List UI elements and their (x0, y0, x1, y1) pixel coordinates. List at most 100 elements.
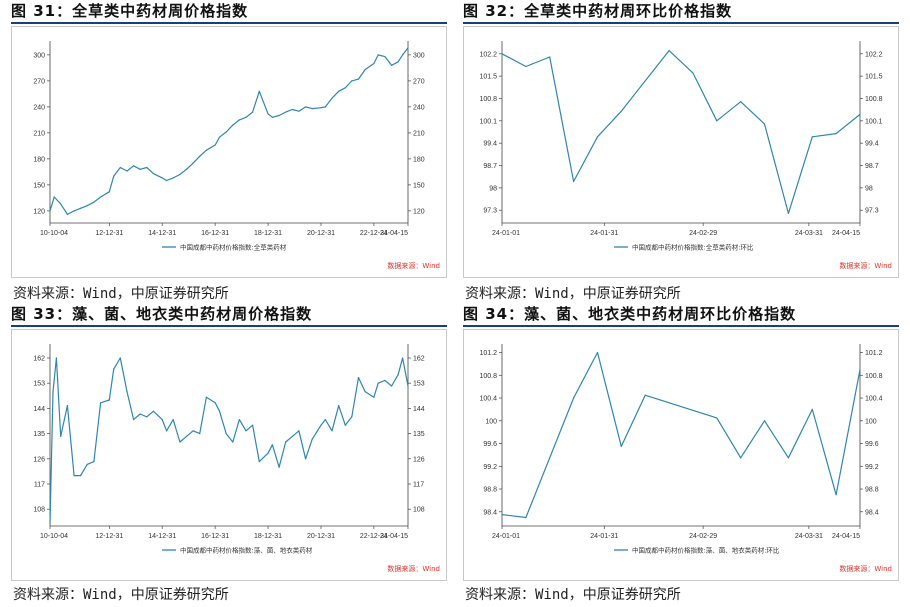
data-point (331, 430, 333, 432)
x-tick-label: 18-12-31 (254, 230, 282, 237)
data-point (113, 175, 115, 177)
data-point (218, 410, 221, 412)
x-tick-label: 22-12-31 (360, 533, 388, 540)
chart-title: 图 31：全草类中药材周价格指数 (11, 2, 249, 20)
data-point (60, 203, 62, 205)
y-tick-label-right: 153 (413, 381, 425, 388)
y-tick-label-left: 100.8 (479, 96, 497, 103)
data-point (573, 180, 575, 183)
data-point (271, 444, 273, 446)
data-point (52, 391, 54, 393)
y-tick-label-right: 101.5 (865, 74, 883, 81)
data-point (501, 514, 503, 516)
y-tick-label-left: 144 (33, 406, 45, 413)
data-point (377, 54, 379, 56)
data-point (73, 210, 75, 212)
x-tick-label: 24-03-31 (795, 230, 823, 237)
x-tick-label: 24-01-31 (590, 533, 618, 540)
data-point (99, 402, 102, 404)
data-point (278, 114, 280, 117)
y-tick-label-left: 153 (33, 381, 45, 388)
data-point (324, 106, 326, 108)
data-point (304, 106, 307, 108)
data-point (351, 416, 353, 418)
data-point (119, 166, 121, 169)
y-tick-label-left: 98.8 (483, 487, 497, 494)
data-point (80, 207, 82, 209)
chart-panel-31: 图 31：全草类中药材周价格指数 120 150 180 210 240 270 300 12… (11, 0, 447, 307)
series-line (501, 351, 861, 519)
data-point (740, 101, 742, 103)
x-tick-label: 20-12-31 (307, 533, 335, 540)
chart-svg: 120 150 180 210 240 270 300 120 150 180 210 240 270 3… (33, 41, 440, 270)
data-point (285, 111, 287, 113)
x-tick-label: 10-10-04 (40, 230, 68, 237)
x-tick-label: 20-12-31 (307, 230, 335, 237)
chart-svg: 98.4 98.8 99.2 99.6 100 100.4 100.8 101.2 98.4 98… (479, 344, 892, 573)
y-tick-label-right: 180 (413, 156, 425, 163)
chart-panel-34: 图 34：藻、菌、地衣类中药材周环比价格指数 98.4 98.8 99.2 99.6 1… (463, 303, 899, 607)
chart-title: 图 33：藻、菌、地衣类中药材周价格指数 (11, 305, 313, 323)
data-point (692, 72, 694, 74)
data-point (338, 405, 340, 407)
data-point (835, 494, 837, 496)
y-tick-label-right: 117 (413, 482, 424, 489)
data-point (252, 424, 254, 426)
y-tick-label-right: 108 (413, 507, 425, 514)
y-tick-label-left: 240 (33, 104, 45, 111)
data-point (787, 212, 789, 215)
data-point (232, 124, 234, 126)
x-tick-label: 22-12-31 (360, 230, 388, 237)
data-point (596, 136, 599, 138)
data-point (199, 155, 201, 157)
x-tick-label: 24-01-01 (492, 533, 520, 540)
data-point (402, 54, 404, 56)
y-tick-label-left: 101.5 (479, 74, 497, 81)
y-tick-label-right: 100.4 (865, 396, 883, 403)
data-point (214, 144, 216, 146)
data-point (60, 435, 62, 437)
y-tick-label-right: 99.2 (865, 464, 879, 471)
y-tick-label-right: 98 (865, 185, 873, 192)
data-point (55, 357, 57, 359)
data-point (232, 441, 234, 443)
data-point (86, 463, 88, 465)
data-point (93, 461, 95, 463)
y-tick-label-left: 98 (489, 185, 497, 192)
y-tick-label-right: 120 (413, 208, 425, 215)
data-point (344, 87, 346, 89)
data-point (596, 351, 599, 354)
x-tick-label: 12-12-31 (95, 533, 123, 540)
data-source-label: 数据来源：Wind (839, 564, 892, 573)
x-tick-label: 18-12-31 (254, 533, 282, 540)
x-tick-label: 24-03-31 (795, 533, 823, 540)
x-tick-label: 16-12-31 (201, 230, 229, 237)
data-point (152, 173, 155, 175)
data-point (291, 108, 293, 111)
y-tick-label-right: 102.2 (865, 51, 883, 58)
y-tick-label-left: 100.4 (479, 396, 497, 403)
chart-frame: 120 150 180 210 240 270 300 120 150 180 210 240 270 3… (11, 26, 447, 278)
data-point (364, 391, 366, 393)
data-point (620, 110, 622, 112)
data-point (132, 165, 135, 167)
data-point (132, 419, 135, 421)
title-underline (463, 22, 899, 24)
data-source-label: 数据来源：Wind (387, 564, 440, 573)
data-point (278, 466, 280, 468)
data-point (80, 475, 82, 477)
data-point (199, 433, 201, 435)
series-line (49, 357, 409, 524)
y-tick-label-left: 210 (33, 130, 45, 137)
data-point (324, 419, 326, 421)
y-tick-label-left: 270 (33, 78, 45, 85)
data-point (225, 433, 227, 435)
data-point (267, 452, 269, 454)
chart-panel-33: 图 33：藻、菌、地衣类中药材周价格指数 108 117 126 135 144 153 1… (11, 303, 447, 607)
data-point (373, 396, 375, 398)
y-tick-label-right: 300 (413, 52, 425, 59)
y-tick-label-left: 98.4 (483, 509, 497, 516)
data-point (384, 379, 386, 381)
y-tick-label-left: 102.2 (479, 51, 497, 58)
data-point (108, 399, 110, 401)
